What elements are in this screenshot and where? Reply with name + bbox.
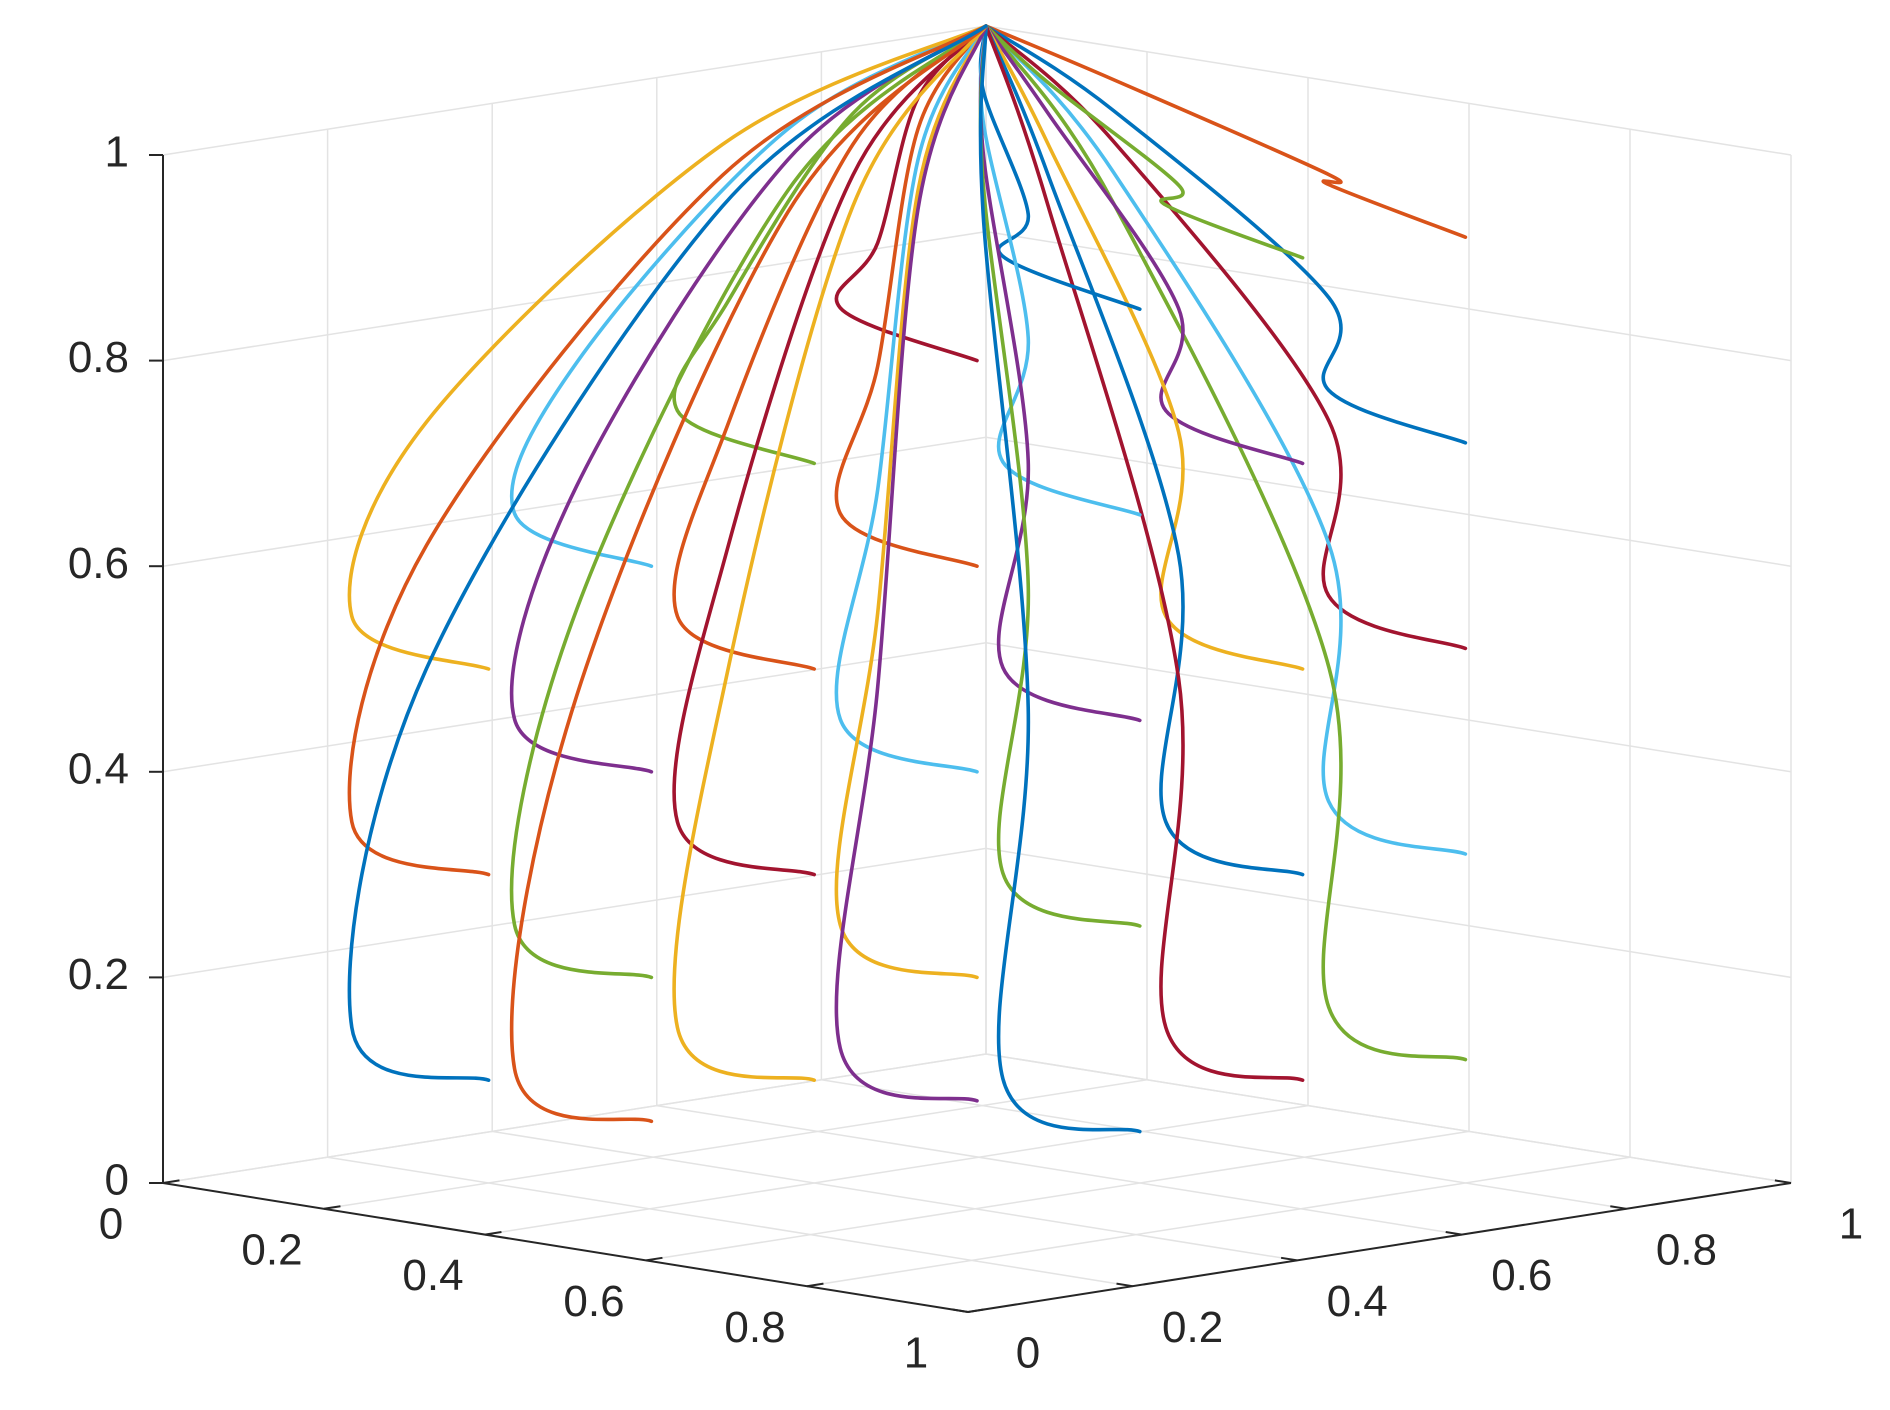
curve bbox=[347, 24, 988, 877]
x-tick-label: 1 bbox=[904, 1329, 928, 1378]
y-tick bbox=[951, 1308, 969, 1313]
curve bbox=[984, 24, 1305, 877]
grid bbox=[162, 25, 1792, 1313]
curve bbox=[347, 24, 988, 671]
y-tick bbox=[1280, 1256, 1298, 1262]
curve bbox=[672, 24, 988, 1082]
curve bbox=[984, 24, 1468, 651]
grid-line bbox=[323, 1079, 1148, 1210]
y-axis bbox=[967, 1182, 1792, 1313]
y-tick-label: 0.6 bbox=[1491, 1251, 1552, 1300]
grid-line bbox=[162, 847, 987, 979]
x-tick-label: 0.4 bbox=[402, 1251, 463, 1300]
grid-line bbox=[645, 1130, 1470, 1262]
curve bbox=[984, 24, 1305, 466]
x-tick bbox=[645, 1256, 663, 1262]
grid-line bbox=[821, 1079, 1627, 1210]
curve bbox=[834, 24, 988, 774]
z-tick-label: 0.4 bbox=[68, 744, 129, 793]
grid-line bbox=[162, 436, 987, 567]
grid-line bbox=[985, 230, 1792, 362]
x-tick bbox=[967, 1308, 985, 1313]
grid-line bbox=[806, 1156, 1631, 1287]
y-tick bbox=[1445, 1231, 1462, 1236]
curve bbox=[834, 24, 988, 1103]
y-tick-label: 0.4 bbox=[1327, 1277, 1388, 1326]
grid-line bbox=[162, 230, 987, 362]
curve bbox=[978, 24, 1142, 1134]
grid-line bbox=[327, 1156, 1133, 1287]
curve bbox=[834, 24, 988, 980]
y-tick-label: 0 bbox=[1016, 1329, 1040, 1378]
z-tick-label: 0.2 bbox=[68, 950, 129, 999]
x-axis bbox=[162, 1182, 969, 1313]
curve bbox=[672, 24, 988, 877]
z-tick-label: 0 bbox=[105, 1156, 129, 1205]
y-tick-label: 0.2 bbox=[1162, 1303, 1223, 1352]
lines bbox=[347, 24, 1468, 1134]
curve bbox=[509, 24, 988, 774]
curve bbox=[347, 24, 988, 1082]
grid-line bbox=[985, 1053, 1792, 1184]
curve bbox=[509, 24, 988, 1124]
z-tick-label: 0.6 bbox=[68, 539, 129, 588]
grid-line bbox=[985, 642, 1792, 773]
x-tick-label: 0.6 bbox=[563, 1277, 624, 1326]
curve bbox=[984, 24, 1468, 445]
curve bbox=[984, 24, 1468, 1062]
x-tick bbox=[162, 1179, 180, 1184]
x-tick-label: 0.2 bbox=[241, 1225, 302, 1274]
y-tick bbox=[1774, 1179, 1792, 1184]
x-tick-label: 0 bbox=[99, 1200, 123, 1249]
grid-line bbox=[656, 1104, 1462, 1236]
curve bbox=[978, 24, 1142, 928]
x-tick bbox=[484, 1231, 502, 1236]
curve bbox=[984, 24, 1305, 1082]
z-tick-label: 1 bbox=[105, 128, 129, 177]
x-tick bbox=[323, 1205, 341, 1210]
grid-line bbox=[985, 25, 1792, 156]
curve bbox=[984, 24, 1468, 856]
y-tick bbox=[1116, 1282, 1133, 1288]
x-tick-label: 0.8 bbox=[724, 1303, 785, 1352]
y-tick bbox=[1610, 1205, 1627, 1210]
y-tick-label: 1 bbox=[1839, 1200, 1863, 1249]
curve bbox=[984, 24, 1468, 239]
grid-line bbox=[484, 1104, 1309, 1236]
grid-line bbox=[162, 25, 987, 156]
grid-line bbox=[492, 1130, 1298, 1262]
axes: 0 0.2 0.4 0.6 0.8 1 0 0.2 0.4 0.6 0.8 1 0 0.2 0.4 0.6 0.… bbox=[68, 128, 1863, 1378]
curve bbox=[984, 24, 1305, 671]
z-tick-label: 0.8 bbox=[68, 333, 129, 382]
x-tick bbox=[806, 1282, 824, 1288]
curve bbox=[984, 24, 1305, 260]
grid-line bbox=[985, 436, 1792, 567]
curve bbox=[509, 24, 988, 980]
grid-line bbox=[985, 847, 1792, 979]
y-tick-label: 0.8 bbox=[1656, 1225, 1717, 1274]
curve bbox=[672, 24, 988, 466]
